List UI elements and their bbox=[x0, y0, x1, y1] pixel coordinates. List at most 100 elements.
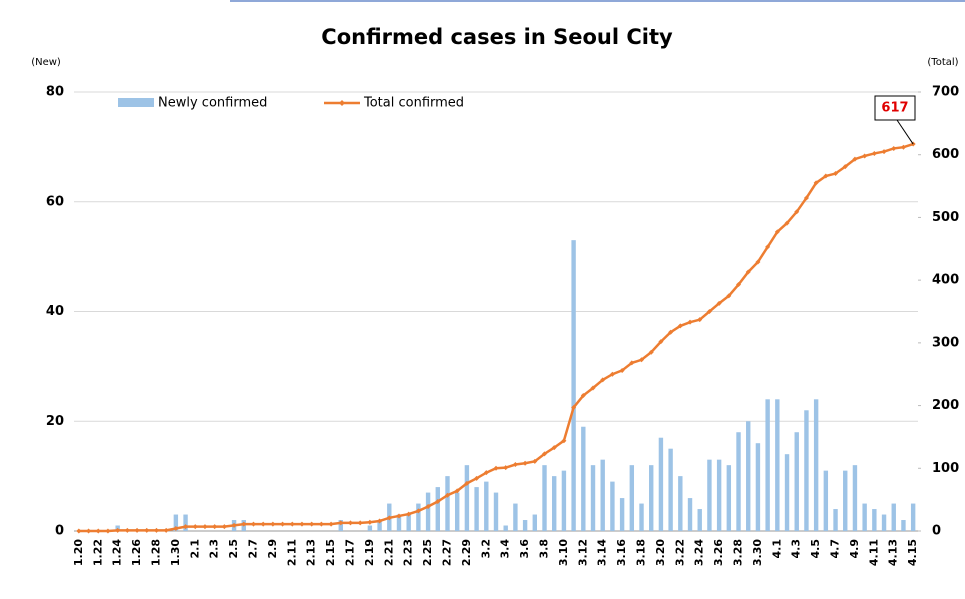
bar bbox=[406, 514, 411, 531]
line-marker bbox=[823, 173, 829, 179]
line-marker bbox=[590, 385, 596, 391]
line-marker bbox=[833, 171, 839, 177]
bar bbox=[367, 525, 373, 531]
bar bbox=[862, 503, 867, 531]
y-tick-label: 60 bbox=[46, 194, 64, 209]
line-marker bbox=[813, 180, 819, 186]
y2-tick-label: 600 bbox=[932, 147, 959, 162]
bar bbox=[610, 481, 615, 531]
x-tick-label: 2.5 bbox=[227, 539, 240, 559]
line-marker bbox=[86, 528, 92, 534]
line-marker bbox=[221, 524, 227, 530]
y2-tick-label: 200 bbox=[932, 398, 959, 413]
x-tick-label: 3.2 bbox=[479, 539, 492, 559]
line-marker bbox=[842, 164, 848, 170]
bar bbox=[707, 459, 712, 531]
bar bbox=[542, 465, 547, 531]
x-tick-label: 3.8 bbox=[538, 539, 551, 559]
x-tick-label: 2.3 bbox=[208, 539, 221, 559]
line-marker bbox=[600, 377, 606, 383]
y-axis-label: (New) bbox=[31, 57, 61, 68]
line-marker bbox=[357, 520, 363, 526]
line-marker bbox=[231, 522, 237, 528]
bar bbox=[590, 465, 596, 531]
x-tick-label: 4.3 bbox=[790, 539, 803, 559]
line-marker bbox=[435, 499, 441, 505]
line-marker bbox=[512, 462, 518, 468]
bar bbox=[493, 492, 499, 531]
line-marker bbox=[318, 521, 324, 527]
line-marker bbox=[95, 528, 101, 534]
y2-tick-label: 700 bbox=[932, 85, 959, 100]
bar bbox=[881, 514, 887, 531]
legend-label: Newly confirmed bbox=[158, 96, 267, 111]
line-marker bbox=[629, 360, 635, 366]
bar bbox=[629, 465, 635, 531]
line-marker bbox=[124, 527, 130, 533]
bar bbox=[649, 465, 654, 531]
bar bbox=[891, 503, 896, 531]
bar bbox=[716, 459, 722, 531]
bar bbox=[639, 503, 644, 531]
x-tick-label: 2.29 bbox=[460, 539, 473, 566]
line-marker bbox=[542, 451, 548, 457]
line-marker bbox=[105, 528, 111, 534]
bar bbox=[552, 476, 557, 531]
bar bbox=[396, 514, 402, 531]
line-marker bbox=[76, 528, 82, 534]
line-marker bbox=[668, 329, 674, 335]
x-tick-label: 3.6 bbox=[518, 539, 531, 559]
bar bbox=[561, 470, 567, 531]
annotation-box bbox=[874, 95, 916, 121]
line-marker bbox=[377, 518, 383, 524]
annotation-text: 617 bbox=[881, 101, 908, 116]
line-marker bbox=[192, 524, 198, 530]
bar bbox=[746, 421, 751, 531]
x-tick-label: 1.20 bbox=[72, 539, 85, 566]
x-tick-label: 3.4 bbox=[499, 539, 512, 559]
chart-title: Confirmed cases in Seoul City bbox=[321, 25, 673, 49]
line-marker bbox=[280, 521, 286, 527]
line-marker bbox=[406, 511, 412, 517]
line-marker bbox=[726, 293, 732, 299]
line-marker bbox=[571, 404, 577, 410]
x-tick-label: 3.22 bbox=[673, 539, 686, 566]
bar bbox=[872, 509, 877, 531]
line-marker bbox=[338, 520, 344, 526]
x-tick-label: 3.26 bbox=[712, 539, 725, 566]
bar bbox=[173, 514, 179, 531]
line-marker bbox=[716, 300, 722, 306]
line-marker bbox=[871, 150, 877, 156]
bar bbox=[726, 465, 732, 531]
line-marker bbox=[794, 209, 800, 215]
x-tick-label: 4.5 bbox=[809, 539, 822, 559]
line-marker bbox=[474, 475, 480, 481]
y-tick-label: 80 bbox=[46, 85, 64, 100]
line-marker bbox=[173, 525, 179, 531]
bar bbox=[736, 432, 741, 531]
line-marker bbox=[425, 504, 431, 510]
bar bbox=[687, 498, 693, 531]
bar bbox=[658, 437, 664, 531]
x-tick-label: 2.15 bbox=[324, 539, 337, 566]
line-marker bbox=[328, 521, 334, 527]
line-marker bbox=[163, 527, 169, 533]
bar bbox=[813, 399, 819, 531]
annotation-leader bbox=[896, 119, 914, 145]
line-marker bbox=[367, 519, 373, 525]
line-marker bbox=[852, 156, 858, 162]
x-tick-label: 1.22 bbox=[91, 539, 104, 566]
bar bbox=[377, 520, 382, 531]
legend-marker bbox=[339, 100, 345, 106]
bar bbox=[425, 492, 431, 531]
line-marker bbox=[697, 317, 703, 323]
bar bbox=[910, 503, 916, 531]
line-marker bbox=[464, 480, 470, 486]
bar bbox=[464, 465, 470, 531]
line-marker bbox=[503, 465, 509, 471]
bar bbox=[843, 470, 848, 531]
line-marker bbox=[260, 521, 266, 527]
x-tick-label: 1.30 bbox=[169, 539, 182, 566]
bar bbox=[522, 520, 528, 531]
